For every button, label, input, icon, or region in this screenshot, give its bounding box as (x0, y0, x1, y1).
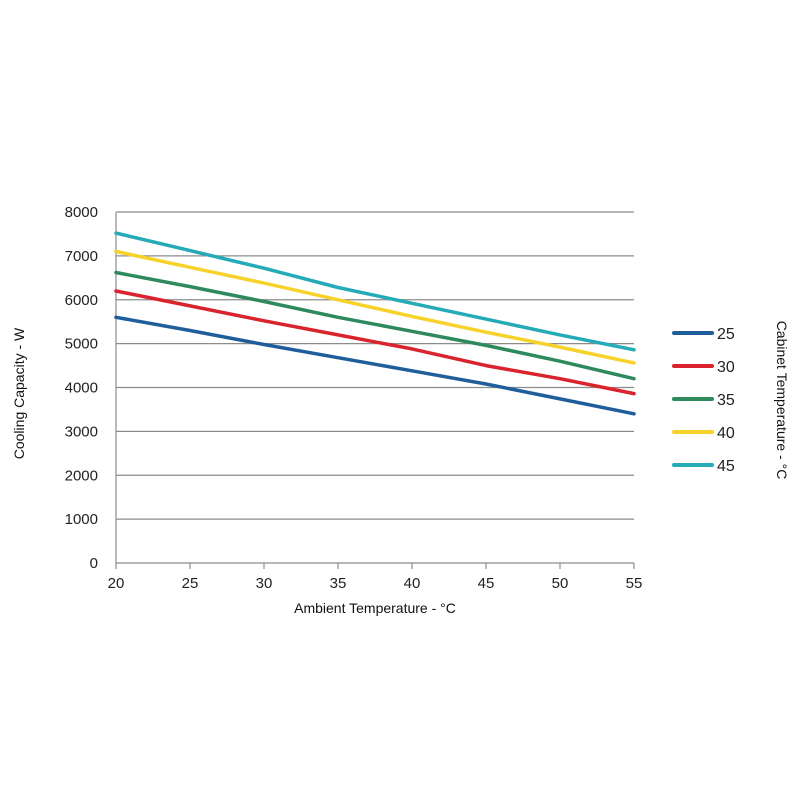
y-tick-label: 8000 (65, 204, 98, 221)
legend-label-25: 25 (717, 326, 735, 343)
y-tick-label: 4000 (65, 380, 98, 397)
y-tick-label: 2000 (65, 467, 98, 484)
y-tick-label: 5000 (65, 336, 98, 353)
y-axis-label: Cooling Capacity - W (11, 327, 27, 459)
y-tick-label: 3000 (65, 423, 98, 440)
y-tick-label: 7000 (65, 248, 98, 265)
legend: 25 30 35 40 45 (672, 326, 735, 475)
series-line-30 (114, 289, 636, 396)
series-line-45 (114, 231, 636, 352)
y-tick-label: 6000 (65, 292, 98, 309)
y-tick-label: 0 (90, 555, 98, 572)
x-tick-label: 25 (182, 575, 199, 592)
x-tick-label: 35 (330, 575, 347, 592)
series-line-35 (114, 270, 636, 381)
legend-title: Cabinet Temperature - °C (774, 321, 790, 480)
x-tick-label: 20 (108, 575, 125, 592)
y-tick-labels: 0 1000 2000 3000 4000 5000 6000 7000 8000 (65, 204, 98, 572)
legend-label-45: 45 (717, 458, 735, 475)
legend-label-35: 35 (717, 392, 735, 409)
x-tick-label: 50 (552, 575, 569, 592)
legend-label-40: 40 (717, 425, 735, 442)
y-tick-label: 1000 (65, 511, 98, 528)
x-tick-label: 55 (626, 575, 643, 592)
x-tick-label: 30 (256, 575, 273, 592)
x-tick-label: 45 (478, 575, 495, 592)
x-tick-labels: 20 25 30 35 40 45 50 55 (108, 575, 643, 592)
x-axis-label: Ambient Temperature - °C (294, 600, 456, 616)
legend-label-30: 30 (717, 359, 735, 376)
series-line-40 (114, 249, 636, 365)
series-line-25 (114, 315, 636, 416)
gridlines (115, 211, 635, 569)
x-tick-label: 40 (404, 575, 421, 592)
series-lines (114, 231, 636, 416)
